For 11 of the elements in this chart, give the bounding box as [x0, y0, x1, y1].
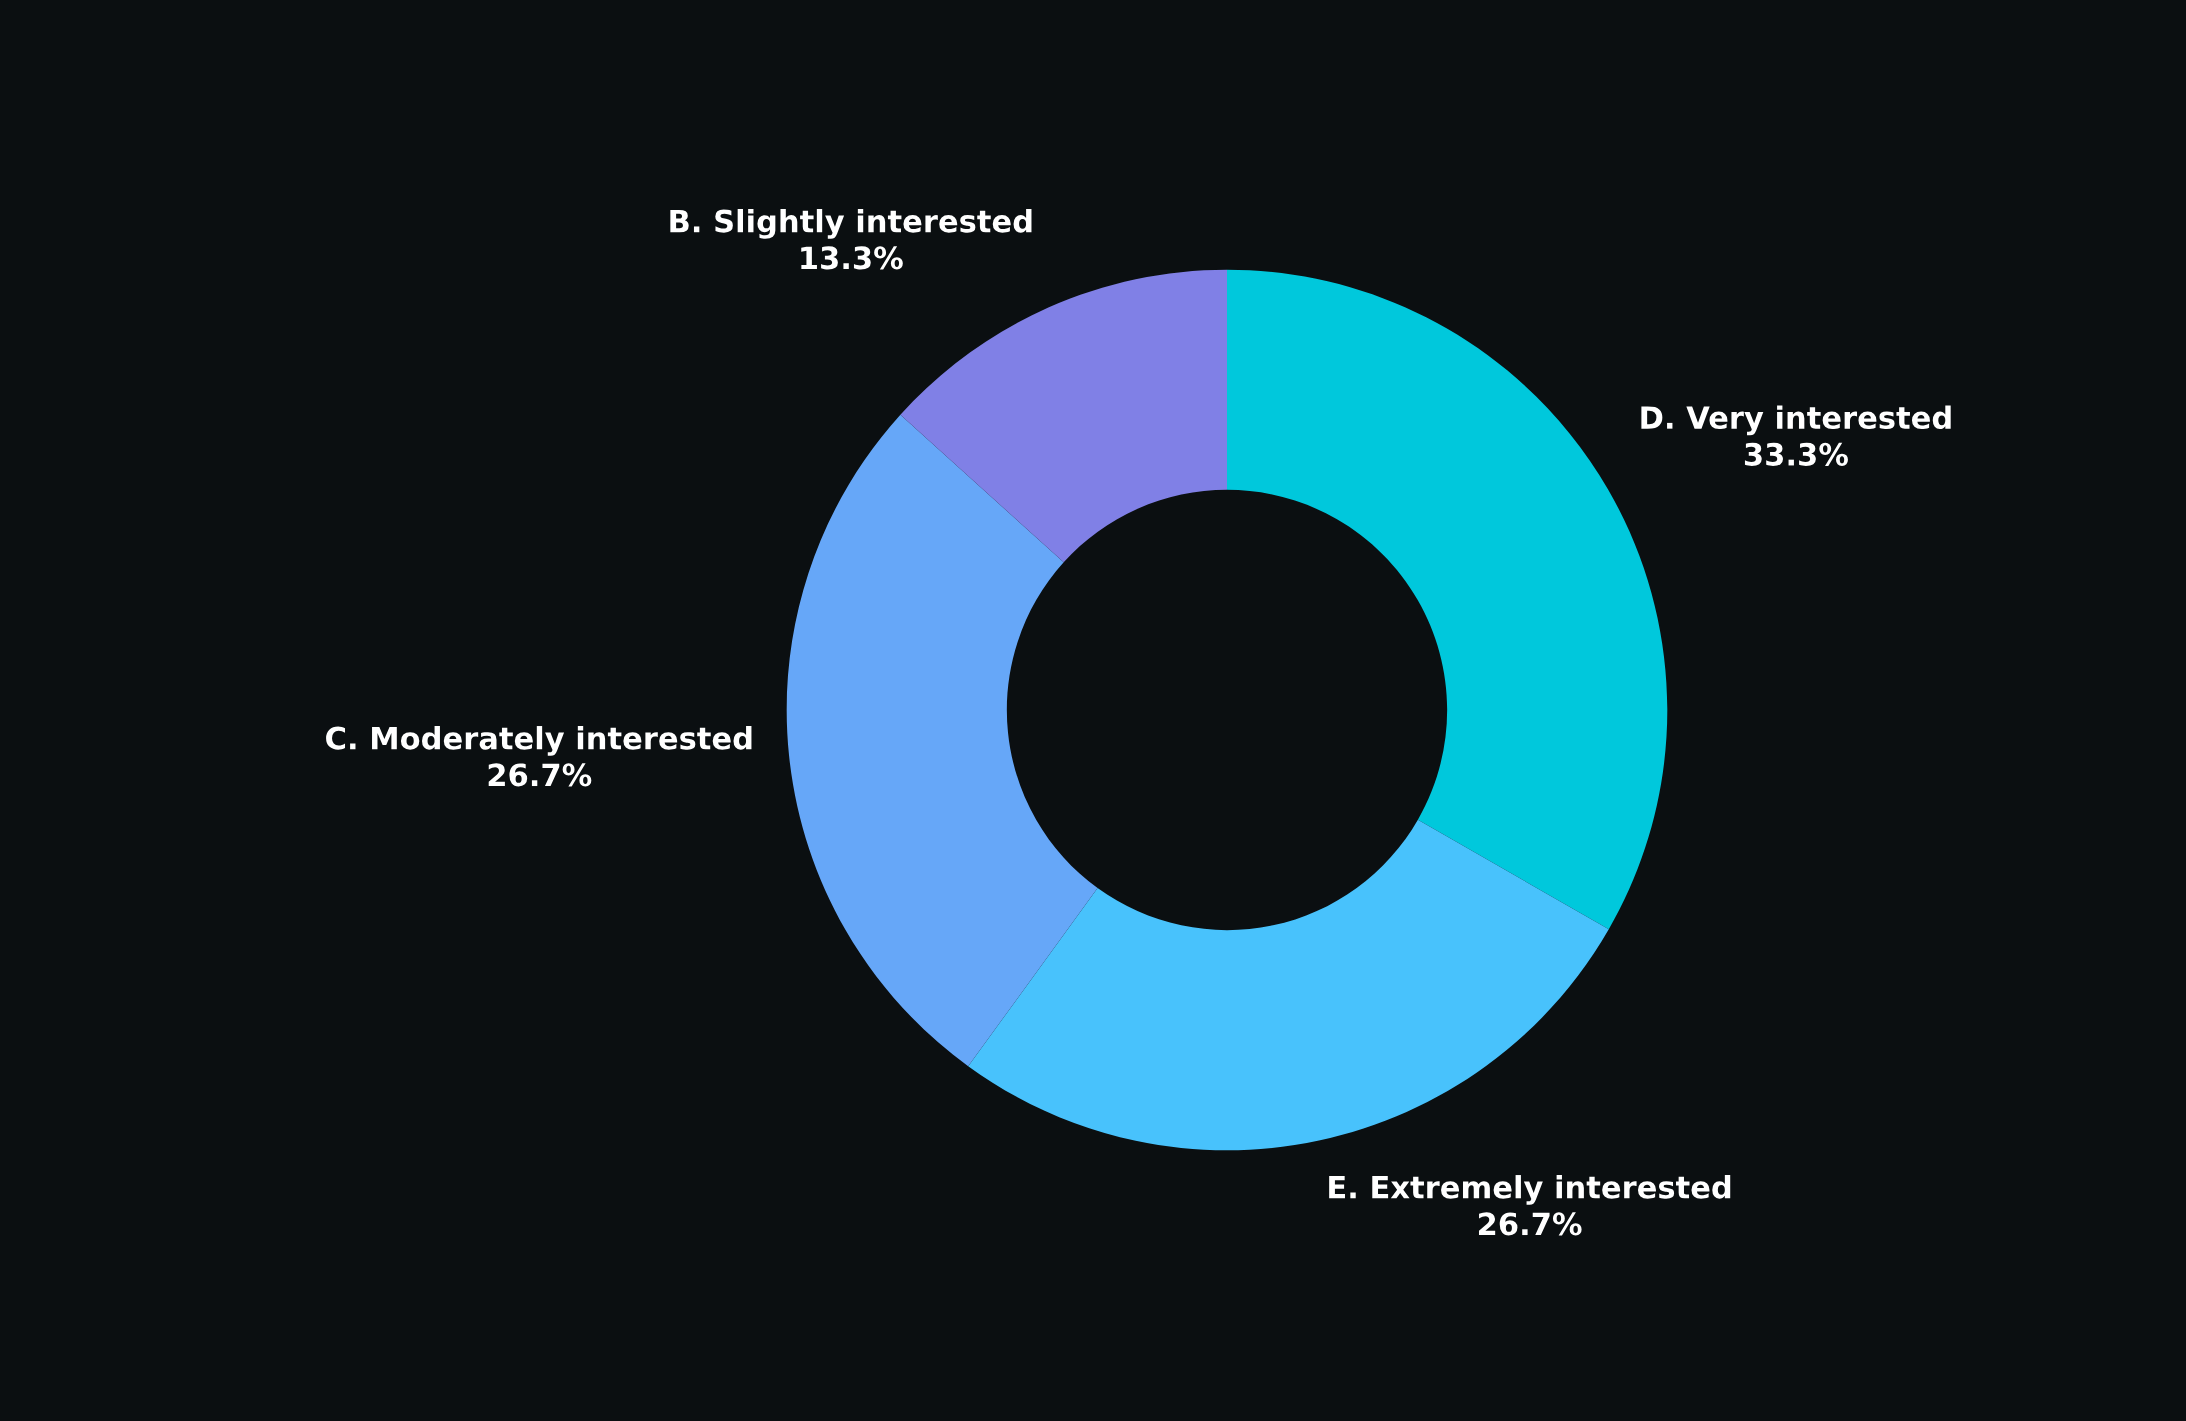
donut-slice — [900, 269, 1227, 563]
data-label: 13.3% — [801, 246, 903, 270]
donut-slice — [786, 414, 1098, 1067]
data-label: 26.7% — [488, 763, 592, 787]
slice-label: D. Very interested — [1641, 405, 1951, 436]
data-label: 26.7% — [1478, 1212, 1582, 1236]
slice-label: B. Slightly interested — [670, 209, 1032, 239]
slice-label: E. Extremely interested — [1329, 1175, 1731, 1205]
data-label: 33.3% — [1744, 442, 1848, 466]
donut-slice — [968, 819, 1609, 1151]
slice-label: C. Moderately interested — [326, 726, 752, 756]
